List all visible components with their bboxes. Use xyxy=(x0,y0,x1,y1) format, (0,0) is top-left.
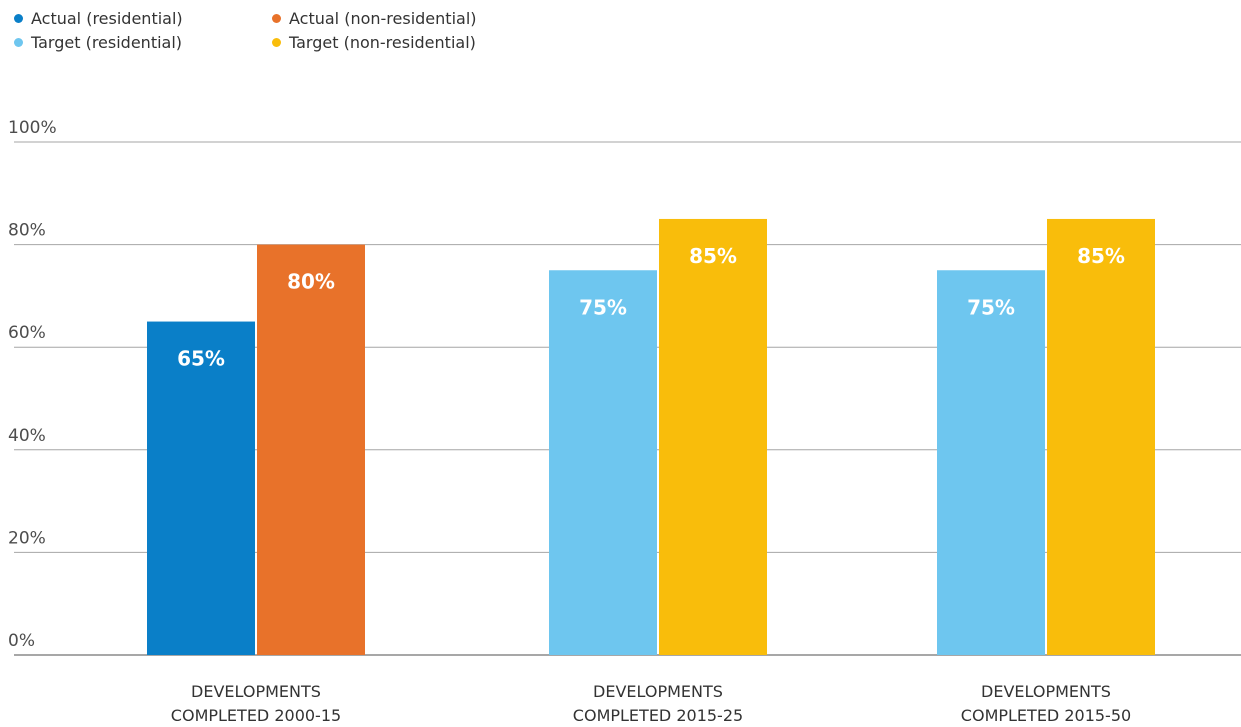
legend-dot-icon xyxy=(14,13,23,23)
bar-value-label: 85% xyxy=(1077,244,1125,268)
x-category-label: COMPLETED 2015-50 xyxy=(961,706,1131,725)
x-category-label: COMPLETED 2015-25 xyxy=(573,706,743,725)
legend-label: Actual (residential) xyxy=(31,8,183,28)
x-category-label: COMPLETED 2000-15 xyxy=(171,706,341,725)
bar-value-label: 65% xyxy=(177,347,225,371)
bar-value-label: 75% xyxy=(579,295,627,319)
legend-item-actual-residential: Actual (residential) xyxy=(14,6,272,30)
y-tick-label: 20% xyxy=(8,528,46,548)
y-tick-label: 0% xyxy=(8,631,35,651)
legend-label: Target (non-residential) xyxy=(289,32,476,52)
legend-item-target-residential: Target (residential) xyxy=(14,30,272,54)
bar-value-label: 85% xyxy=(689,244,737,268)
y-tick-label: 80% xyxy=(8,221,46,241)
bar xyxy=(937,270,1045,655)
bar-value-label: 80% xyxy=(287,270,335,294)
bar xyxy=(257,244,365,655)
y-tick-label: 60% xyxy=(8,323,46,343)
x-category-label: DEVELOPMENTS xyxy=(981,682,1111,701)
legend-dot-icon xyxy=(272,37,281,47)
legend-dot-icon xyxy=(14,37,23,47)
y-tick-label: 40% xyxy=(8,426,46,446)
x-category-label: DEVELOPMENTS xyxy=(191,682,321,701)
legend: Actual (residential) Actual (non-residen… xyxy=(14,6,534,54)
bar xyxy=(549,270,657,655)
legend-label: Actual (non-residential) xyxy=(289,8,477,28)
legend-dot-icon xyxy=(272,13,281,23)
legend-item-actual-non-residential: Actual (non-residential) xyxy=(272,6,532,30)
bar xyxy=(659,218,767,655)
legend-label: Target (residential) xyxy=(31,32,183,52)
bar xyxy=(1047,218,1155,655)
legend-item-target-non-residential: Target (non-residential) xyxy=(272,30,532,54)
bar xyxy=(147,321,255,655)
y-tick-label: 100% xyxy=(8,118,57,138)
x-category-label: DEVELOPMENTS xyxy=(593,682,723,701)
bar-value-label: 75% xyxy=(967,295,1015,319)
